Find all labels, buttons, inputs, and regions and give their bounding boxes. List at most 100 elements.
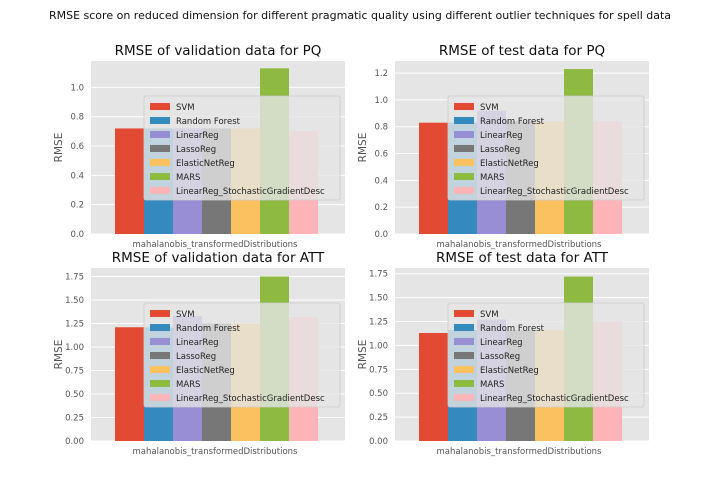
legend-swatch bbox=[454, 310, 474, 317]
y-tick-label: 0.8 bbox=[70, 113, 84, 123]
y-tick-label: 0.4 bbox=[70, 171, 84, 181]
legend-label: LassoReg bbox=[176, 352, 216, 362]
legend-label: ElasticNetReg bbox=[176, 366, 235, 376]
chart-panel-3: 0.00 0.25 0.50 0.75 1.00 1.25 1.50 1.75 SVM Rando… bbox=[53, 250, 345, 457]
y-tick-label: 0.50 bbox=[65, 390, 84, 400]
legend-swatch bbox=[150, 338, 170, 345]
x-category-label: mahalanobis_transformedDistributions bbox=[437, 240, 603, 250]
chart-title: RMSE of validation data for ATT bbox=[112, 250, 325, 266]
legend-label: LinearReg_StochasticGradientDesc bbox=[480, 394, 629, 404]
legend: SVM Random Forest LinearReg LassoReg Elastic… bbox=[143, 302, 341, 408]
legend-label: Random Forest bbox=[480, 117, 545, 127]
y-tick-label: 0.6 bbox=[374, 150, 388, 160]
legend-label: SVM bbox=[480, 310, 499, 320]
legend-label: LinearReg_StochasticGradientDesc bbox=[480, 187, 629, 197]
y-tick-label: 0.75 bbox=[65, 366, 84, 376]
legend-swatch bbox=[150, 394, 170, 401]
legend-label: MARS bbox=[480, 173, 504, 183]
chart-panel-1: 0.0 0.2 0.4 0.6 0.8 1.0 SVM Random Forest Linear… bbox=[53, 43, 345, 250]
x-category-label: mahalanobis_transformedDistributions bbox=[133, 240, 299, 250]
legend-label: LassoReg bbox=[480, 352, 520, 362]
legend-swatch bbox=[454, 394, 474, 401]
y-tick-label: 1.00 bbox=[369, 341, 388, 351]
y-tick-label: 0.25 bbox=[65, 413, 84, 423]
y-axis-label: RMSE bbox=[53, 133, 65, 163]
legend-swatch bbox=[150, 366, 170, 373]
y-tick-label: 0.6 bbox=[70, 142, 84, 152]
bar-svm bbox=[419, 332, 448, 441]
legend-swatch bbox=[454, 380, 474, 387]
legend-box bbox=[447, 95, 645, 201]
y-tick-label: 1.2 bbox=[374, 69, 388, 79]
legend-swatch bbox=[150, 380, 170, 387]
legend-swatch bbox=[150, 145, 170, 152]
legend-label: LinearReg_StochasticGradientDesc bbox=[176, 187, 325, 197]
legend-swatch bbox=[150, 310, 170, 317]
legend-swatch bbox=[454, 187, 474, 194]
legend-label: LassoReg bbox=[480, 145, 520, 155]
legend-swatch bbox=[454, 338, 474, 345]
legend-label: SVM bbox=[480, 103, 499, 113]
legend: SVM Random Forest LinearReg LassoReg Elastic… bbox=[447, 302, 645, 408]
y-tick-label: 0.00 bbox=[369, 437, 388, 447]
legend-swatch bbox=[454, 324, 474, 331]
chart-panel-2: 0.0 0.2 0.4 0.6 0.8 1.0 1.2 SVM Random Forest Lin… bbox=[357, 43, 649, 250]
legend-label: LinearReg_StochasticGradientDesc bbox=[176, 394, 325, 404]
legend-swatch bbox=[150, 324, 170, 331]
legend-label: ElasticNetReg bbox=[176, 159, 235, 169]
legend-box bbox=[447, 302, 645, 408]
y-tick-label: 0.2 bbox=[374, 203, 388, 213]
chart-panel-4: 0.00 0.25 0.50 0.75 1.00 1.25 1.50 1.75 SVM Rando… bbox=[357, 250, 649, 457]
legend-swatch bbox=[150, 159, 170, 166]
chart-title: RMSE of test data for PQ bbox=[439, 43, 605, 59]
legend-swatch bbox=[150, 173, 170, 180]
y-tick-label: 1.0 bbox=[70, 83, 84, 93]
y-tick-label: 0.2 bbox=[70, 201, 84, 211]
chart-title: RMSE of test data for ATT bbox=[436, 250, 609, 266]
legend-label: MARS bbox=[480, 380, 504, 390]
y-tick-label: 1.75 bbox=[65, 272, 84, 282]
y-tick-label: 0.4 bbox=[374, 176, 388, 186]
legend-label: LinearReg bbox=[176, 131, 219, 141]
y-tick-label: 1.50 bbox=[65, 296, 84, 306]
legend: SVM Random Forest LinearReg LassoReg Elastic… bbox=[447, 95, 645, 201]
y-axis-label: RMSE bbox=[357, 133, 369, 163]
legend-swatch bbox=[454, 117, 474, 124]
bar-svm bbox=[419, 122, 448, 234]
legend-label: ElasticNetReg bbox=[480, 159, 539, 169]
y-tick-label: 1.00 bbox=[65, 343, 84, 353]
legend-label: LinearReg bbox=[480, 338, 523, 348]
x-category-label: mahalanobis_transformedDistributions bbox=[437, 447, 603, 457]
y-tick-label: 0.75 bbox=[369, 365, 388, 375]
legend-swatch bbox=[150, 187, 170, 194]
bar-svm bbox=[115, 327, 144, 441]
legend-swatch bbox=[150, 103, 170, 110]
y-tick-label: 0.0 bbox=[70, 230, 84, 240]
y-tick-label: 0.00 bbox=[65, 437, 84, 447]
y-axis-label: RMSE bbox=[53, 340, 65, 370]
bar-svm bbox=[115, 128, 144, 234]
legend-label: LinearReg bbox=[176, 338, 219, 348]
chart-title: RMSE of validation data for PQ bbox=[115, 43, 322, 59]
y-tick-label: 0.0 bbox=[374, 230, 388, 240]
legend-label: MARS bbox=[176, 380, 200, 390]
y-axis-label: RMSE bbox=[357, 340, 369, 370]
legend-label: ElasticNetReg bbox=[480, 366, 539, 376]
x-category-label: mahalanobis_transformedDistributions bbox=[133, 447, 299, 457]
legend-swatch bbox=[454, 131, 474, 138]
figure-suptitle: RMSE score on reduced dimension for diff… bbox=[49, 9, 671, 22]
legend-swatch bbox=[454, 352, 474, 359]
legend-swatch bbox=[454, 366, 474, 373]
legend-label: Random Forest bbox=[480, 324, 545, 334]
legend-box bbox=[143, 302, 341, 408]
legend-box bbox=[143, 95, 341, 201]
legend-label: Random Forest bbox=[176, 324, 241, 334]
legend-label: SVM bbox=[176, 310, 195, 320]
legend-swatch bbox=[454, 145, 474, 152]
legend-label: Random Forest bbox=[176, 117, 241, 127]
y-tick-label: 0.8 bbox=[374, 123, 388, 133]
legend-swatch bbox=[150, 117, 170, 124]
legend-swatch bbox=[454, 159, 474, 166]
